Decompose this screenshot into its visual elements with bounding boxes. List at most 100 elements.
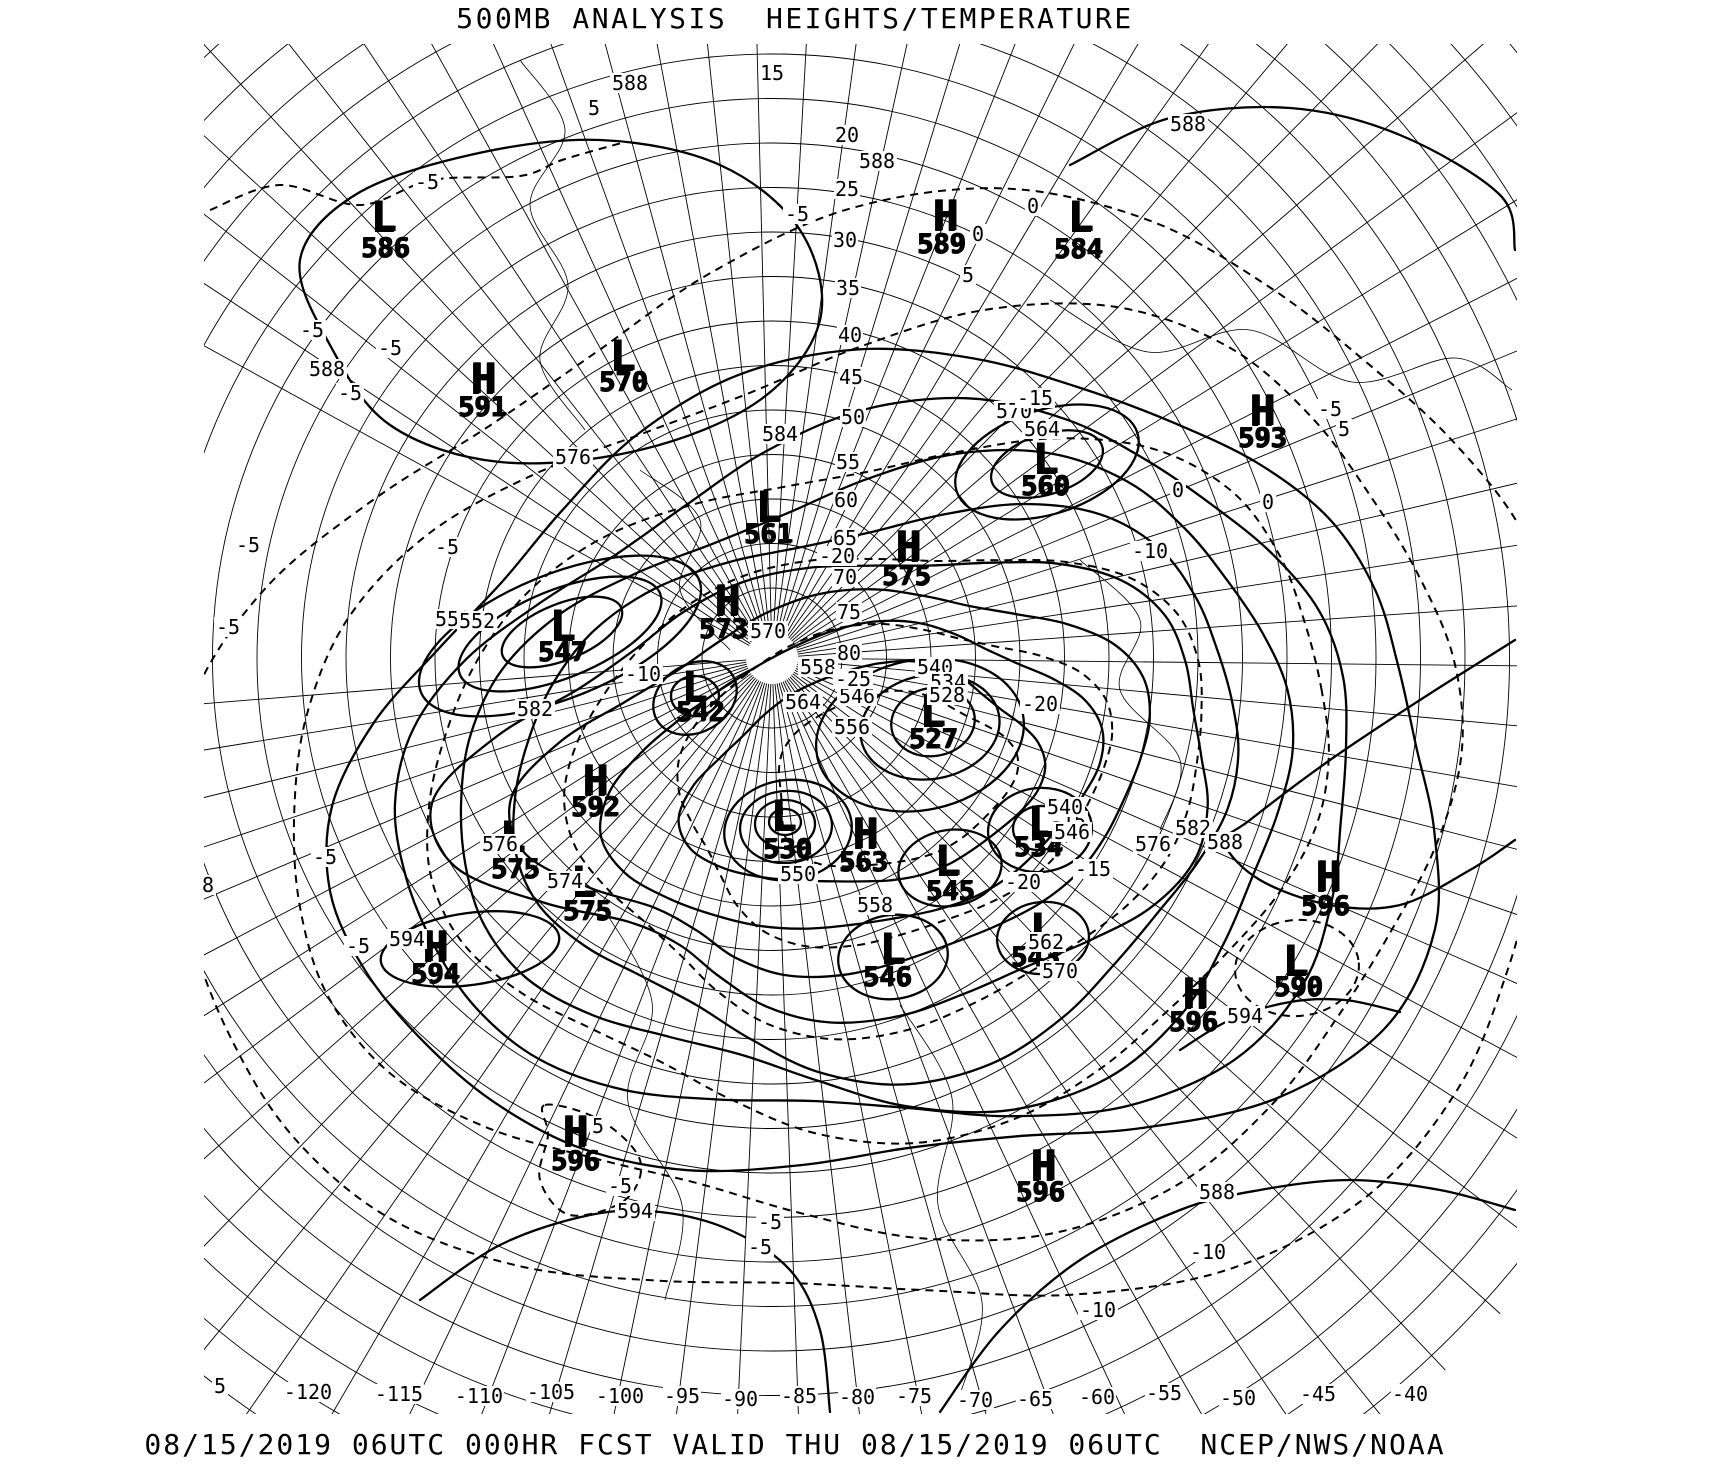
pressure-center-value: 592 [570, 791, 620, 823]
latitude-label: 25 [833, 177, 861, 201]
pressure-center-value: 561 [743, 518, 793, 550]
pressure-center-value: 593 [1237, 422, 1287, 454]
pressure-center-letter-l561: L [755, 482, 781, 531]
pressure-center-value: 546 [862, 961, 912, 993]
contour-label: -20 [816, 544, 858, 568]
contour-label: 582 [1172, 816, 1214, 840]
pressure-center-value: 594 [410, 958, 460, 990]
longitude-label: -100 [594, 1384, 646, 1408]
longitude-label: -105 [525, 1380, 577, 1404]
pressure-center-value: 589 [916, 228, 966, 260]
contour-label: -5 [605, 1174, 635, 1198]
pressure-center-value: 560 [1020, 470, 1070, 502]
latitude-label: 70 [831, 565, 859, 589]
contour-label: 588 [1204, 830, 1246, 854]
longitude-label: -85 [779, 1384, 819, 1408]
longitude-label: -115 [373, 1382, 425, 1406]
pressure-center-letter-l590: L [1282, 936, 1308, 985]
contour-label: -10 [1129, 539, 1171, 563]
contour-label: 584 [759, 422, 801, 446]
longitude-label: -80 [837, 1385, 877, 1409]
pressure-center-value: 527 [908, 723, 958, 755]
contour-label: 588 [306, 357, 348, 381]
pressure-center-value: 596 [550, 1145, 600, 1177]
pressure-center-value: 584 [1053, 233, 1103, 265]
contour-label: 5 [211, 1374, 229, 1398]
contour-label: 594 [386, 927, 428, 951]
contour-label: -20 [1002, 870, 1044, 894]
contour-label: -5 [782, 202, 812, 226]
pressure-center-letter-l546: L [879, 924, 905, 973]
contour-label: 570 [1039, 959, 1081, 983]
pressure-center-letter-l560: L [1032, 434, 1058, 483]
pressure-center-value: 596 [1300, 890, 1350, 922]
pressure-center-letter-l530: L [770, 791, 796, 840]
pressure-center-value: 570 [598, 366, 648, 398]
pressure-center-letter-l547: L [549, 601, 575, 650]
contour-label: -5 [310, 845, 340, 869]
contour-label: -5 [755, 1210, 785, 1234]
contour-label: 588 [1167, 112, 1209, 136]
contour-label: 546 [1051, 820, 1093, 844]
pressure-center-letter-h575: H [895, 522, 921, 571]
pressure-center-letter-h596: H [1030, 1141, 1056, 1190]
footer-caption: 08/15/2019 06UTC 000HR FCST VALID THU 08… [144, 1428, 1446, 1461]
contour-label: 562 [1025, 930, 1067, 954]
contour-label: 576 [552, 445, 594, 469]
pressure-center-letter-h596: H [1315, 852, 1341, 901]
pressure-center-value: 547 [537, 636, 587, 668]
contour-label: 540 [1044, 795, 1086, 819]
contour-label: 576 [1132, 832, 1174, 856]
pressure-center-letter-h592: H [582, 756, 608, 805]
contour-label: 5 [1335, 417, 1353, 441]
contour-label: -25 [832, 667, 874, 691]
longitude-label: -95 [662, 1384, 702, 1408]
longitude-label: -60 [1077, 1385, 1117, 1409]
latitude-label: 45 [837, 365, 865, 389]
contour-label: 556 [831, 715, 873, 739]
latitude-label: 55 [834, 450, 862, 474]
longitude-label: -55 [1144, 1381, 1184, 1405]
pressure-center-letter-l586: L [370, 192, 396, 241]
contour-label: -5 [745, 1235, 775, 1259]
contour-label: 546 [836, 684, 878, 708]
contour-label: -5 [432, 535, 462, 559]
longitude-label: -110 [453, 1384, 505, 1408]
pressure-center-letter-h589: H [932, 191, 958, 240]
latitude-label: 35 [834, 276, 862, 300]
contour-label: 558 [854, 893, 896, 917]
contour-label: 576 [479, 832, 521, 856]
pressure-center-letter-l570: L [609, 331, 635, 380]
contour-label: -5 [297, 318, 327, 342]
contour-label: 550 [777, 862, 819, 886]
pressure-center-value: 586 [360, 232, 410, 264]
pressure-center-letter-h573: H [714, 576, 740, 625]
pressure-center-value: 591 [457, 391, 507, 423]
contour-label: 588 [609, 71, 651, 95]
contour-label: 594 [1224, 1004, 1266, 1028]
latitude-label: 30 [831, 228, 859, 252]
pressure-center-letter-h593: H [1249, 386, 1275, 435]
pressure-center-value: 563 [838, 846, 888, 878]
pressure-center-value: 542 [675, 696, 725, 728]
contour-label: -10 [1187, 1240, 1229, 1264]
latitude-label: 40 [836, 323, 864, 347]
contour-label: 0 [969, 222, 987, 246]
contour-label: -15 [1014, 386, 1056, 410]
contour-label: 564 [1021, 417, 1063, 441]
contour-label: 574 [544, 869, 586, 893]
contour-label: 558 [797, 655, 839, 679]
contour-label: -10 [1077, 1298, 1119, 1322]
latitude-label: 80 [835, 641, 863, 665]
pressure-center-value: 596 [1015, 1176, 1065, 1208]
contour-label: -15 [1072, 857, 1114, 881]
contour-label: -5 [233, 533, 263, 557]
contour-label: -20 [1019, 692, 1061, 716]
pressure-center-value: 545 [925, 875, 975, 907]
longitude-label: -50 [1218, 1386, 1258, 1410]
latitude-label: 75 [835, 600, 863, 624]
contour-label: 5 [585, 96, 603, 120]
